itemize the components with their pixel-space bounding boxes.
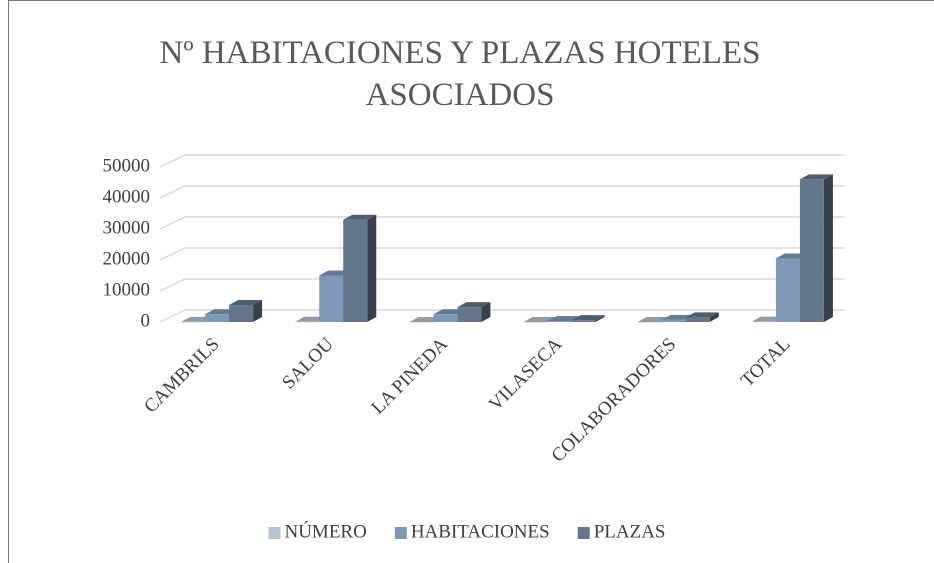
bar	[799, 179, 824, 322]
bar	[229, 304, 254, 322]
bar-side	[481, 302, 491, 322]
y-tick-label: 50000	[103, 155, 151, 176]
legend-label: HABITACIONES	[411, 521, 550, 542]
bar	[295, 321, 320, 323]
x-tick-label: COLABORADORES	[548, 334, 681, 467]
bar-side	[709, 312, 719, 322]
bar-side	[823, 174, 833, 322]
legend-label: PLAZAS	[594, 521, 666, 542]
bar	[661, 319, 686, 322]
bar-side	[595, 315, 605, 322]
bar	[751, 321, 776, 323]
bar	[637, 321, 662, 323]
x-tick-label: LA PINEDA	[367, 334, 452, 419]
bar	[181, 321, 206, 323]
bar	[775, 258, 800, 322]
bar	[205, 314, 230, 322]
grid-line	[159, 278, 845, 292]
bar-top	[457, 302, 491, 308]
bar-top	[571, 315, 605, 321]
bar-side	[367, 214, 377, 322]
bar	[457, 307, 482, 322]
legend-swatch	[268, 527, 281, 539]
chart-border	[8, 0, 934, 563]
bar	[343, 219, 368, 322]
bar	[409, 321, 434, 323]
bar-top	[343, 214, 377, 220]
y-tick-label: 20000	[103, 248, 151, 269]
bar	[547, 321, 572, 322]
x-tick-label: TOTAL	[737, 334, 795, 392]
legend-swatch	[577, 527, 590, 539]
bar-top	[799, 174, 833, 180]
y-tick-label: 10000	[103, 279, 151, 300]
grid-line	[159, 247, 845, 261]
bar	[433, 314, 458, 322]
chart-title: Nº HABITACIONES Y PLAZAS HOTELES ASOCIAD…	[159, 35, 761, 113]
legend-item: PLAZAS	[577, 521, 666, 542]
bar	[685, 317, 710, 322]
grid-line	[159, 185, 845, 199]
bar-side	[253, 299, 263, 322]
legend-label: NÚMERO	[284, 520, 366, 542]
bar-top	[229, 299, 263, 305]
x-tick-label: SALOU	[278, 334, 338, 394]
bar	[571, 320, 596, 322]
grid-line	[159, 154, 845, 168]
x-tick-label: CAMBRILS	[140, 334, 224, 418]
x-tick-label: VILASECA	[485, 334, 566, 415]
legend-item: HABITACIONES	[394, 521, 550, 542]
bar	[523, 321, 548, 323]
bar	[319, 275, 344, 322]
legend-item: NÚMERO	[268, 520, 367, 542]
grid-line	[159, 309, 845, 323]
y-tick-label: 40000	[103, 186, 151, 207]
grid-line	[159, 216, 845, 230]
y-tick-label: 0	[141, 310, 151, 331]
legend-swatch	[394, 527, 407, 539]
y-tick-label: 30000	[103, 217, 151, 238]
bar-top	[685, 312, 719, 318]
